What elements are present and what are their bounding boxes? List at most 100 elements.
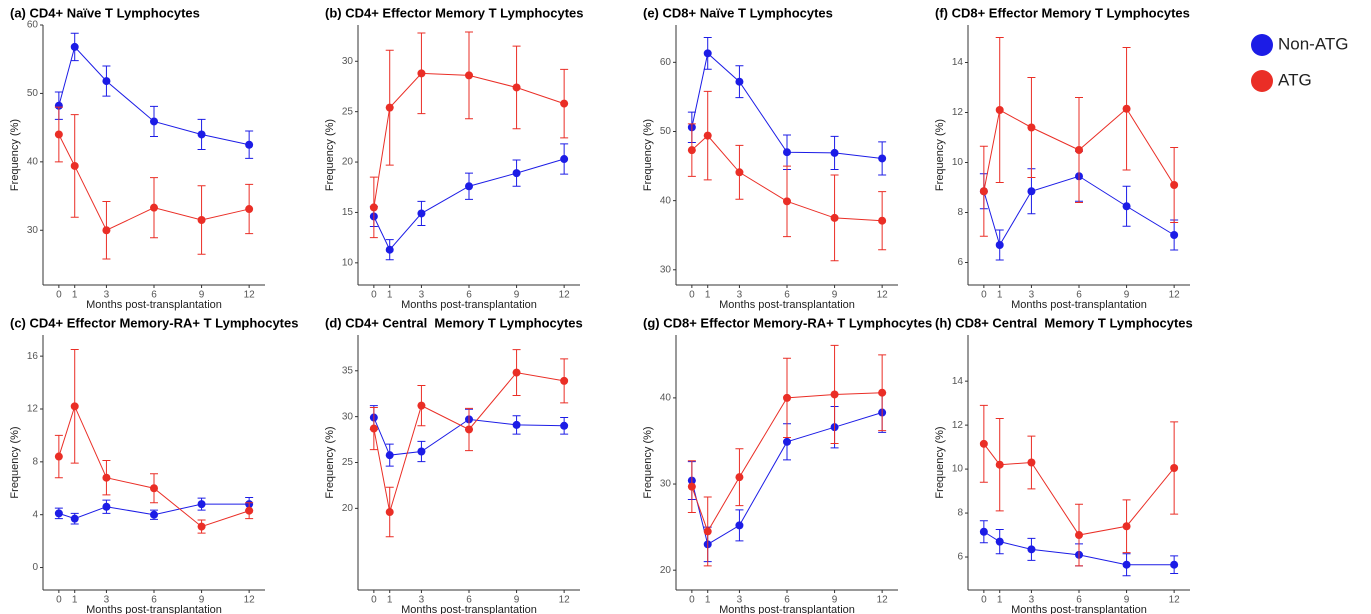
data-point [1075,146,1083,154]
x-tick-label: 12 [877,290,889,301]
y-tick-label: 16 [27,351,39,362]
x-tick-label: 0 [981,595,987,606]
data-point [197,216,206,224]
series-line [58,134,250,231]
y-tick-label: 10 [952,464,964,475]
data-point [735,473,744,482]
y-axis-label: Frequency (%) [934,426,946,498]
x-tick-label: 1 [997,290,1003,301]
y-tick-label: 8 [957,207,963,218]
data-point [783,148,791,157]
y-tick-label: 30 [660,264,672,275]
data-point [512,420,521,429]
data-point [979,439,988,448]
data-point [417,209,426,218]
x-tick-label: 3 [1029,595,1035,606]
panel-title: (f) CD8+ Effector Memory T Lymphocytes [935,5,1190,20]
data-point [687,146,696,155]
x-tick-label: 3 [737,290,743,301]
x-tick-label: 12 [244,290,256,301]
x-tick-label: 6 [1076,290,1082,301]
data-point [735,77,744,86]
legend-label: Non-ATG [1278,34,1349,53]
y-tick-label: 30 [27,225,39,236]
data-point [245,140,254,149]
y-axis-label: Frequency (%) [934,119,946,191]
y-tick-label: 8 [957,508,963,519]
x-tick-label: 3 [419,595,425,606]
y-tick-label: 12 [952,420,964,431]
data-point [197,500,206,509]
x-tick-label: 6 [466,290,472,301]
data-point [830,213,839,222]
data-point [1170,181,1179,189]
data-point [54,101,63,110]
x-tick-label: 3 [1029,290,1035,301]
x-tick-label: 9 [514,290,520,301]
panel-title: (d) CD4+ Central Memory T Lymphocytes [325,315,583,330]
x-tick-label: 9 [199,290,205,301]
x-tick-label: 1 [72,595,78,606]
x-axis-label: Months post-transplantation [1011,299,1147,311]
x-tick-label: 12 [559,595,571,606]
data-point [70,514,79,523]
y-tick-label: 12 [952,107,964,118]
y-tick-label: 40 [660,195,672,206]
y-axis-label: Frequency (%) [9,426,21,498]
x-tick-label: 12 [877,595,889,606]
data-point [512,368,521,377]
x-tick-label: 0 [56,290,62,301]
data-point [150,510,158,519]
data-point [417,401,426,410]
data-point [102,77,111,86]
data-point [703,49,712,58]
x-tick-label: 6 [151,290,157,301]
data-point [735,168,744,177]
x-tick-label: 12 [1169,290,1181,301]
data-point [102,226,111,235]
y-tick-label: 25 [342,457,354,468]
x-axis-label: Months post-transplantation [86,299,222,311]
data-point [385,103,394,112]
data-point [1122,560,1131,569]
data-point [197,522,206,531]
data-point [369,424,378,433]
y-tick-label: 4 [32,509,38,520]
x-axis-label: Months post-transplantation [1011,604,1147,614]
x-tick-label: 6 [151,595,157,606]
panel-title: (e) CD8+ Naïve T Lymphocytes [643,5,833,20]
data-point [1122,522,1131,531]
data-point [512,169,521,178]
y-tick-label: 25 [342,106,354,117]
series-line [373,372,565,513]
panel-title: (h) CD8+ Central Memory T Lymphocytes [935,315,1193,330]
x-tick-label: 9 [514,595,520,606]
y-tick-label: 8 [32,456,38,467]
x-tick-label: 9 [199,595,205,606]
data-point [703,527,712,536]
data-point [830,148,839,157]
y-tick-label: 40 [660,393,672,404]
x-tick-label: 9 [1124,290,1130,301]
x-tick-label: 1 [705,290,711,301]
y-tick-label: 35 [342,365,354,376]
series-line [373,417,565,456]
x-tick-label: 6 [1076,595,1082,606]
y-tick-label: 10 [342,257,354,268]
data-point [150,203,158,212]
x-tick-label: 12 [559,290,571,301]
data-point [1027,458,1036,467]
legend-swatch [1251,34,1273,56]
legend-label: ATG [1278,70,1312,89]
data-point [560,155,569,164]
data-point [560,376,569,385]
data-point [878,216,887,225]
data-point [465,71,473,80]
data-point [830,390,839,399]
series-line [983,443,1175,536]
x-tick-label: 1 [997,595,1003,606]
y-tick-label: 0 [32,562,38,573]
series-line [691,392,883,533]
y-axis-label: Frequency (%) [9,119,21,191]
series-line [373,158,565,251]
